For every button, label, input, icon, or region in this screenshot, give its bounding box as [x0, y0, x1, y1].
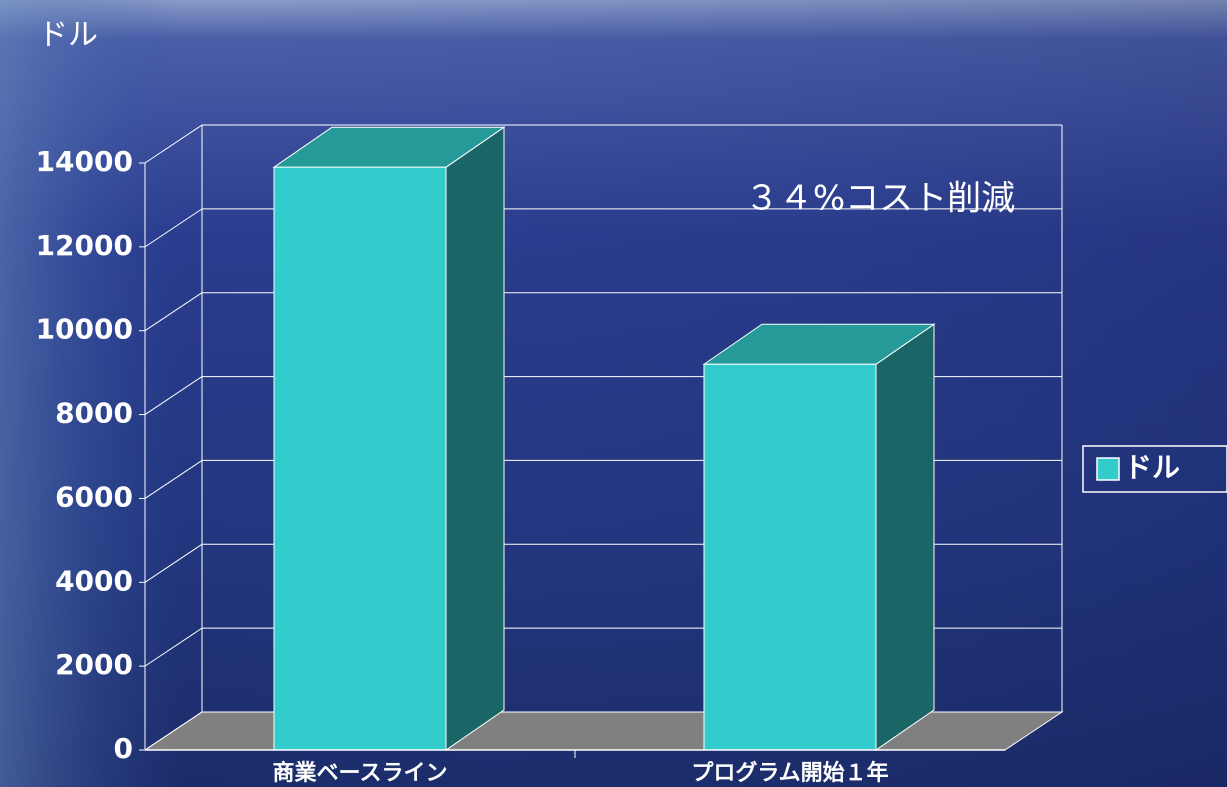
y-tick-label: 2000 — [55, 648, 133, 681]
y-tick-label: 14000 — [36, 145, 133, 178]
grid-line — [144, 208, 203, 248]
chart-title: ドル — [38, 18, 98, 53]
x-tick-label: 商業ベースライン — [273, 760, 448, 786]
y-tick-label: 8000 — [55, 397, 133, 430]
legend-label: ドル — [1124, 451, 1180, 484]
annotation: ３４%コスト削減 — [745, 179, 1015, 219]
plot-area: 0 2000 4000 6000 8000 10000 12000 14000 商業ベースライン… — [36, 124, 1064, 786]
grid-line — [144, 124, 203, 164]
legend-box — [1082, 445, 1227, 493]
x-tick-label: プログラム開始１年 — [691, 760, 888, 786]
grid-line — [144, 543, 203, 583]
grid-line — [144, 292, 203, 332]
bar-side — [445, 126, 505, 751]
y-tick-label: 4000 — [55, 564, 133, 597]
y-tick-label: 6000 — [55, 480, 133, 513]
legend-swatch — [1096, 457, 1120, 481]
bar-side — [875, 323, 935, 751]
grid-line — [144, 460, 203, 499]
y-tick-label: 12000 — [36, 229, 133, 262]
y-tick-label: 10000 — [36, 313, 133, 346]
grid-line — [144, 376, 203, 415]
y-tick-label: 0 — [114, 732, 133, 765]
bar — [703, 363, 877, 751]
grid-line — [144, 711, 203, 751]
bar — [273, 166, 447, 751]
grid-line — [144, 627, 203, 667]
